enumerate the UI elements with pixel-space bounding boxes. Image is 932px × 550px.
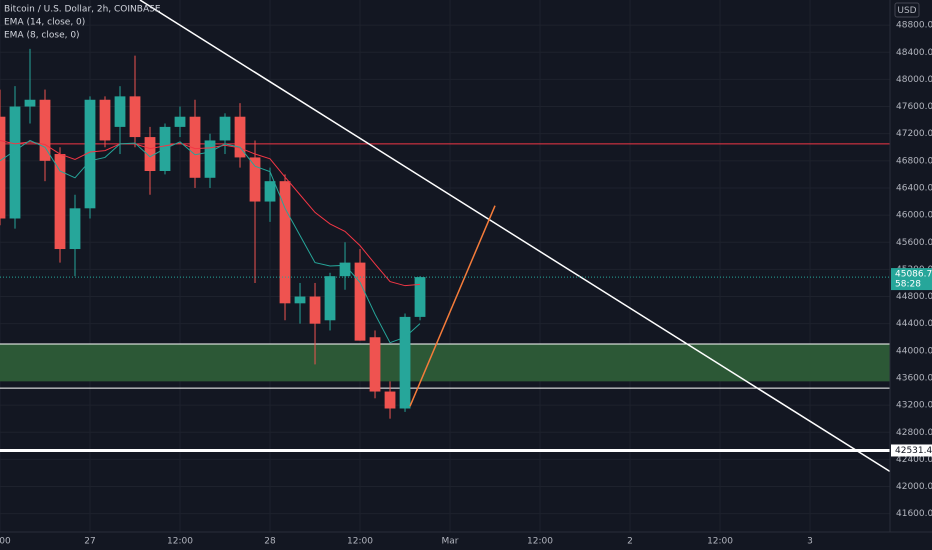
ema-line bbox=[0, 139, 421, 287]
candle-body bbox=[369, 337, 381, 392]
indicator-label: EMA (8, close, 0) bbox=[4, 31, 80, 41]
indicator-label: EMA (14, close, 0) bbox=[4, 18, 85, 28]
candle-body bbox=[339, 262, 351, 277]
axes: 48800.00 48400.00 48000.00 47600.00 47200.00… bbox=[0, 21, 932, 547]
candle-body bbox=[99, 99, 111, 141]
candle-body bbox=[294, 296, 306, 304]
candle-body bbox=[144, 137, 156, 171]
y-tick-label: 42000.00 bbox=[896, 482, 932, 492]
y-tick-label: 42800.00 bbox=[896, 428, 932, 438]
candle-body bbox=[174, 116, 186, 127]
currency: USD bbox=[897, 6, 916, 16]
candle-body bbox=[384, 391, 396, 409]
candle-body bbox=[399, 316, 411, 409]
y-tick-label: 47200.00 bbox=[896, 129, 932, 139]
x-tick-label: 27 bbox=[84, 537, 95, 547]
plot-area bbox=[0, 0, 890, 473]
y-tick-label: 44000.00 bbox=[896, 346, 932, 356]
candle-body bbox=[414, 277, 426, 317]
grid bbox=[0, 0, 890, 532]
y-tick-label: 43200.00 bbox=[896, 401, 932, 411]
y-tick-label: 47600.00 bbox=[896, 102, 932, 112]
y-tick-label: 46000.00 bbox=[896, 211, 932, 221]
candle-body bbox=[69, 208, 81, 250]
candle-body bbox=[324, 276, 336, 321]
x-tick-label: 00 bbox=[0, 537, 11, 547]
candle-body bbox=[114, 96, 126, 127]
y-tick-label: 41600.00 bbox=[896, 509, 932, 519]
candle-body bbox=[204, 140, 216, 178]
chart-title: Bitcoin / U.S. Dollar, 2h, COINBASE bbox=[4, 5, 161, 15]
x-tick-label: 28 bbox=[264, 537, 276, 547]
x-tick-label: 12:00 bbox=[167, 537, 193, 547]
candle-body bbox=[264, 181, 276, 202]
y-tick-label: 44400.00 bbox=[896, 319, 932, 329]
candle-body bbox=[219, 116, 231, 141]
support-zone bbox=[0, 344, 890, 382]
price-label-box bbox=[891, 268, 932, 291]
candle-body bbox=[129, 96, 141, 138]
x-tick-label: 12:00 bbox=[707, 537, 733, 547]
x-tick-label: Mar bbox=[442, 537, 459, 547]
candle-body bbox=[39, 99, 51, 161]
candle-body bbox=[9, 106, 21, 219]
level-label-box bbox=[891, 444, 932, 457]
x-tick-label: 3 bbox=[807, 537, 813, 547]
candle-body bbox=[354, 262, 366, 341]
y-tick-label: 48800.00 bbox=[896, 21, 932, 31]
price-label: 45086.71 bbox=[895, 270, 932, 280]
y-tick-label: 46400.00 bbox=[896, 183, 932, 193]
candle-body bbox=[309, 296, 321, 324]
ema-line bbox=[0, 139, 421, 344]
candle-body bbox=[24, 99, 36, 107]
y-tick-label: 48000.00 bbox=[896, 75, 932, 85]
x-tick-label: 2 bbox=[627, 537, 633, 547]
x-tick-label: 12:00 bbox=[527, 537, 553, 547]
x-tick-label: 12:00 bbox=[347, 537, 373, 547]
candle-body bbox=[249, 157, 261, 202]
level-label: 42531.40 bbox=[895, 446, 932, 456]
y-tick-label: 46800.00 bbox=[896, 156, 932, 166]
y-tick-label: 42400.00 bbox=[896, 455, 932, 465]
y-tick-label: 48400.00 bbox=[896, 48, 932, 58]
y-tick-label: 43600.00 bbox=[896, 373, 932, 383]
candle-body bbox=[54, 154, 66, 250]
y-tick-label: 44800.00 bbox=[896, 292, 932, 302]
candle-body bbox=[234, 116, 246, 158]
candle-body bbox=[189, 116, 201, 178]
countdown: 58:28 bbox=[895, 280, 921, 290]
y-tick-label: 45600.00 bbox=[896, 238, 932, 248]
trend-line bbox=[409, 205, 496, 407]
candle-body bbox=[0, 116, 6, 219]
trend-line bbox=[139, 0, 890, 473]
candle-body bbox=[84, 99, 96, 209]
currency-box bbox=[894, 2, 920, 18]
candle-body bbox=[279, 181, 291, 304]
